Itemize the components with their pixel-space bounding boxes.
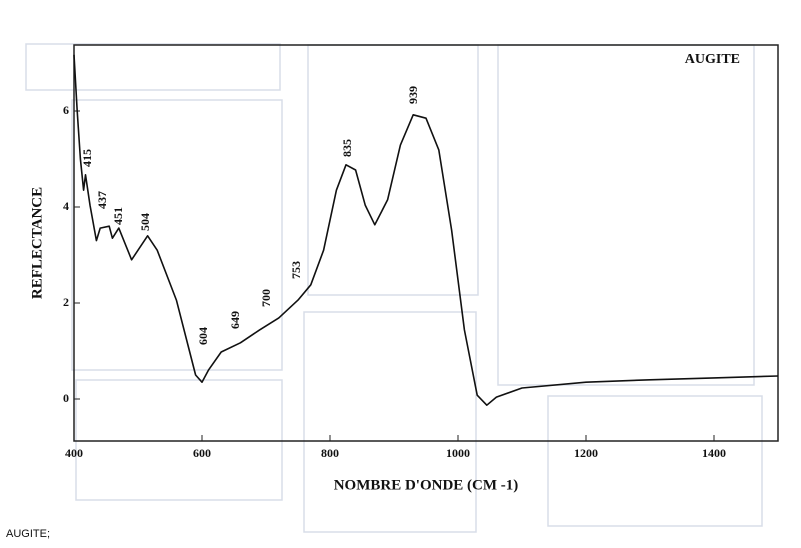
y-axis-label: REFLECTANCE bbox=[29, 187, 45, 299]
y-tick-label: 0 bbox=[63, 391, 69, 405]
x-tick-label: 800 bbox=[321, 446, 339, 460]
background-form bbox=[25, 43, 763, 533]
x-tick-label: 1000 bbox=[446, 446, 470, 460]
spectrum-line bbox=[73, 54, 779, 406]
y-tick-label: 2 bbox=[63, 295, 69, 309]
x-tick-label: 600 bbox=[193, 446, 211, 460]
peak-annotation: 415 bbox=[80, 149, 94, 167]
caption: AUGITE; bbox=[6, 528, 50, 540]
peak-annotation: 700 bbox=[259, 289, 273, 307]
y-tick-label: 4 bbox=[63, 199, 69, 213]
x-tick-label: 1200 bbox=[574, 446, 598, 460]
peak-annotation: 649 bbox=[228, 311, 242, 329]
x-axis-label: NOMBRE D'ONDE (CM -1) bbox=[334, 477, 519, 493]
x-tick-label: 1400 bbox=[702, 446, 726, 460]
peak-annotation: 939 bbox=[406, 86, 420, 104]
plot-frame bbox=[73, 44, 779, 442]
chart-title: AUGITE bbox=[685, 52, 740, 67]
y-tick-label: 6 bbox=[63, 103, 69, 117]
peak-annotation: 604 bbox=[196, 327, 210, 345]
peak-annotation: 753 bbox=[289, 261, 303, 279]
peak-annotation: 835 bbox=[340, 139, 354, 157]
peak-annotation: 437 bbox=[95, 191, 109, 209]
peak-annotation: 504 bbox=[138, 213, 152, 231]
peak-annotation: 451 bbox=[111, 207, 125, 225]
x-tick-label: 400 bbox=[65, 446, 83, 460]
